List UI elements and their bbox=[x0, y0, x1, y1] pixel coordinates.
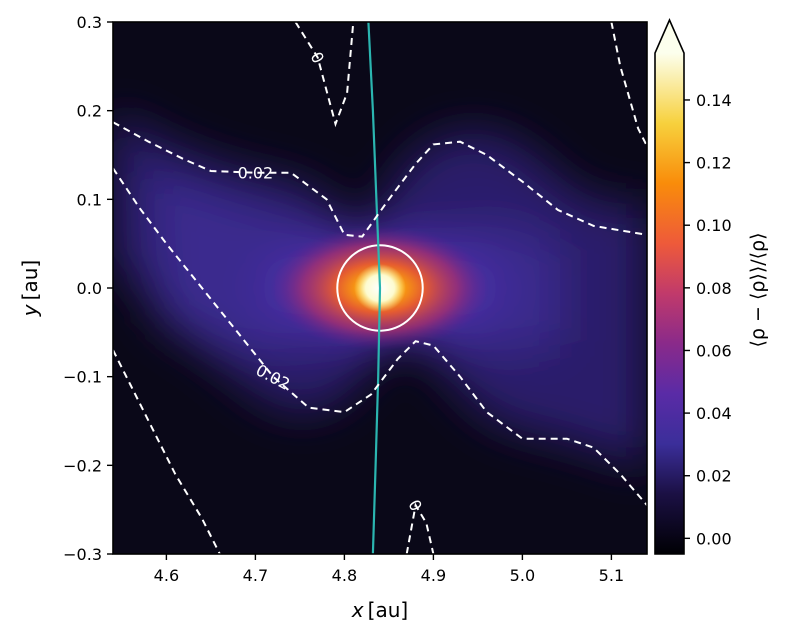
y-tick-label: −0.3 bbox=[63, 545, 102, 564]
colorbar-tick-label: 0.08 bbox=[696, 279, 732, 298]
contour-line bbox=[405, 502, 435, 554]
x-axis-label: x [au] bbox=[351, 598, 408, 622]
x-tick-label: 4.7 bbox=[243, 566, 268, 585]
x-tick-label: 4.8 bbox=[332, 566, 357, 585]
colorbar-tick-label: 0.04 bbox=[696, 404, 732, 423]
x-tick-label: 4.9 bbox=[421, 566, 446, 585]
y-tick-label: −0.2 bbox=[63, 456, 102, 475]
x-tick-label: 5.0 bbox=[510, 566, 535, 585]
colorbar-tick-label: 0.00 bbox=[696, 529, 732, 548]
streamline bbox=[367, 22, 382, 554]
contour-line bbox=[113, 349, 221, 554]
y-tick-label: 0.3 bbox=[77, 13, 102, 32]
y-axis-ticks: −0.3 −0.2 −0.1 0.0 0.1 0.2 0.3 bbox=[63, 13, 113, 564]
colorbar-tick-label: 0.12 bbox=[696, 154, 732, 173]
y-tick-label: 0.2 bbox=[77, 102, 102, 121]
colorbar-tick-label: 0.14 bbox=[696, 91, 732, 110]
contour-line bbox=[113, 167, 647, 506]
y-tick-label: 0.0 bbox=[77, 279, 102, 298]
contour-line bbox=[610, 22, 647, 147]
colorbar-tick-label: 0.02 bbox=[696, 467, 732, 486]
colorbar-outline bbox=[654, 18, 685, 555]
colorbar-extend-arrow bbox=[655, 20, 684, 53]
y-axis-label: y[au] bbox=[18, 260, 42, 317]
contour-label: 0.02 bbox=[238, 164, 274, 183]
x-axis-ticks: 4.6 4.7 4.8 4.9 5.0 5.1 bbox=[154, 554, 624, 585]
y-tick-label: −0.1 bbox=[63, 368, 102, 387]
contour-line bbox=[113, 121, 647, 238]
colorbar-gradient bbox=[655, 53, 684, 554]
contour-lines bbox=[113, 22, 647, 554]
x-tick-label: 4.6 bbox=[154, 566, 179, 585]
colorbar-label: ⟨ρ − ⟨ρ⟩⟩/⟨ρ⟩ bbox=[747, 232, 769, 347]
colorbar: 0.00 0.02 0.04 0.06 0.08 0.10 0.12 0.14 ⟨ρ − ⟨ρ… bbox=[654, 18, 769, 555]
colorbar-tick-label: 0.10 bbox=[696, 216, 732, 235]
colorbar-tick-label: 0.06 bbox=[696, 341, 732, 360]
contour-line bbox=[294, 22, 355, 128]
y-tick-label: 0.1 bbox=[77, 190, 102, 209]
colorbar-ticks: 0.00 0.02 0.04 0.06 0.08 0.10 0.12 0.14 bbox=[684, 91, 732, 548]
x-tick-label: 5.1 bbox=[599, 566, 624, 585]
